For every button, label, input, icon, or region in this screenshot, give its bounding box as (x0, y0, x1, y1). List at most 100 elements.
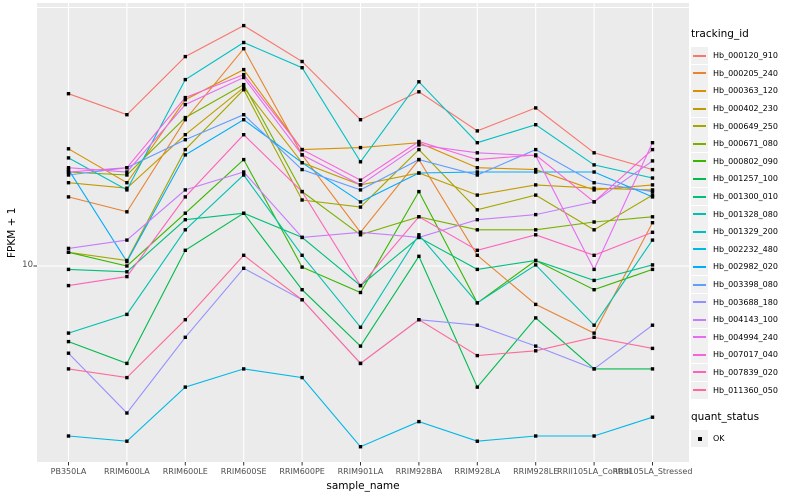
data-point (300, 235, 304, 240)
legend-item: Hb_004143_100 (691, 311, 799, 329)
legend-line-icon (693, 230, 706, 233)
data-point (242, 82, 246, 87)
data-point (125, 361, 129, 366)
data-point (300, 198, 304, 202)
data-point (650, 195, 655, 199)
data-point (592, 151, 596, 155)
data-point (534, 228, 538, 232)
legend-line-icon (693, 371, 706, 374)
legend-item: Hb_001257_100 (691, 170, 799, 188)
legend-key (691, 152, 708, 170)
legend-key (691, 100, 708, 118)
data-point (66, 147, 71, 151)
data-point (358, 445, 363, 449)
data-point (358, 160, 363, 164)
data-point (300, 288, 304, 292)
data-point (417, 171, 421, 175)
y-tick-label: 10 (22, 260, 33, 270)
legend-key (691, 311, 708, 329)
legend-item-label: Hb_000120_910 (713, 51, 778, 61)
legend-item-label: Hb_000671_080 (713, 139, 778, 149)
x-tick-label: RRIM600LE (163, 467, 208, 476)
data-point (358, 230, 363, 234)
data-point (125, 375, 129, 380)
data-point (242, 23, 246, 28)
legend-item: Hb_001328_080 (691, 205, 799, 223)
data-point (534, 147, 538, 152)
legend-line-icon (693, 89, 706, 92)
data-point (125, 238, 129, 242)
legend-item: Hb_000402_230 (691, 100, 799, 118)
data-point (417, 139, 421, 144)
legend-quant-title: quant_status (691, 410, 760, 423)
data-point (417, 143, 421, 147)
data-point (475, 301, 479, 305)
data-point (358, 178, 363, 182)
data-point (183, 147, 187, 152)
legend-key (691, 223, 708, 241)
data-point (475, 141, 479, 145)
data-point (650, 267, 655, 272)
data-point (242, 133, 246, 137)
data-point (475, 228, 479, 232)
data-point (475, 267, 479, 272)
data-point (534, 123, 538, 127)
x-tick-label: RRIM928BA (396, 467, 443, 476)
data-point (183, 77, 187, 82)
data-point (125, 188, 129, 192)
data-point (417, 80, 421, 84)
data-point (125, 181, 129, 185)
data-point (300, 375, 304, 380)
data-point (183, 318, 187, 322)
data-point (475, 151, 479, 155)
legend-line-icon (693, 336, 706, 339)
data-point (534, 233, 538, 237)
x-tick-label: RRIM928LA (454, 467, 500, 476)
data-point (592, 220, 596, 224)
legend-key (691, 240, 708, 258)
data-point (475, 353, 479, 358)
legend-item: Hb_002232_480 (691, 240, 799, 259)
legend-item-label: Hb_004994_240 (713, 332, 778, 342)
legend-item-label: Hb_000802_090 (713, 156, 778, 166)
data-point (300, 59, 304, 64)
data-point (66, 195, 71, 199)
legend-item-label: Hb_003398_080 (713, 280, 778, 290)
data-point (183, 118, 187, 122)
data-point (650, 176, 655, 180)
x-tick-label: RRIM600SE (221, 467, 267, 476)
x-tick-label: RRIM600LA (104, 467, 150, 476)
legend-entries: Hb_000120_910 Hb_000205_240 Hb_000363_120 H… (691, 47, 799, 399)
data-point (592, 181, 596, 185)
data-point (66, 331, 71, 335)
data-point (592, 200, 596, 204)
data-point (417, 318, 421, 322)
data-point (475, 208, 479, 212)
legend-line-icon (693, 213, 706, 216)
data-point (358, 290, 363, 295)
data-point (358, 361, 363, 366)
legend-line-icon (693, 265, 706, 268)
data-point (242, 40, 246, 45)
data-point (66, 181, 71, 185)
data-point (650, 230, 655, 234)
data-point (300, 153, 304, 157)
data-point (475, 173, 479, 177)
data-point (300, 253, 304, 257)
data-point (183, 153, 187, 157)
data-point (125, 170, 129, 174)
data-point (183, 248, 187, 252)
legend-line-icon (693, 389, 706, 392)
data-point (183, 98, 187, 102)
data-point (242, 72, 246, 77)
data-point (300, 189, 304, 194)
legend: tracking_id Hb_000120_910 Hb_000205_240 Hb… (691, 28, 799, 448)
legend-line-icon (693, 353, 706, 356)
legend-key (691, 363, 708, 381)
legend-tracking-title: tracking_id (691, 28, 749, 40)
data-point (534, 193, 538, 197)
data-point (300, 167, 304, 172)
data-point (66, 246, 71, 251)
data-point (475, 170, 479, 174)
legend-key (691, 64, 708, 82)
